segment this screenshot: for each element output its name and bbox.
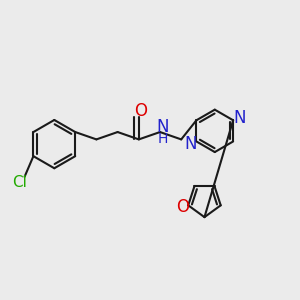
Text: H: H [157,131,168,146]
Text: O: O [134,102,147,120]
Text: N: N [185,135,197,153]
Text: N: N [156,118,169,136]
Text: N: N [233,109,246,127]
Text: Cl: Cl [12,175,27,190]
Text: O: O [176,198,189,216]
